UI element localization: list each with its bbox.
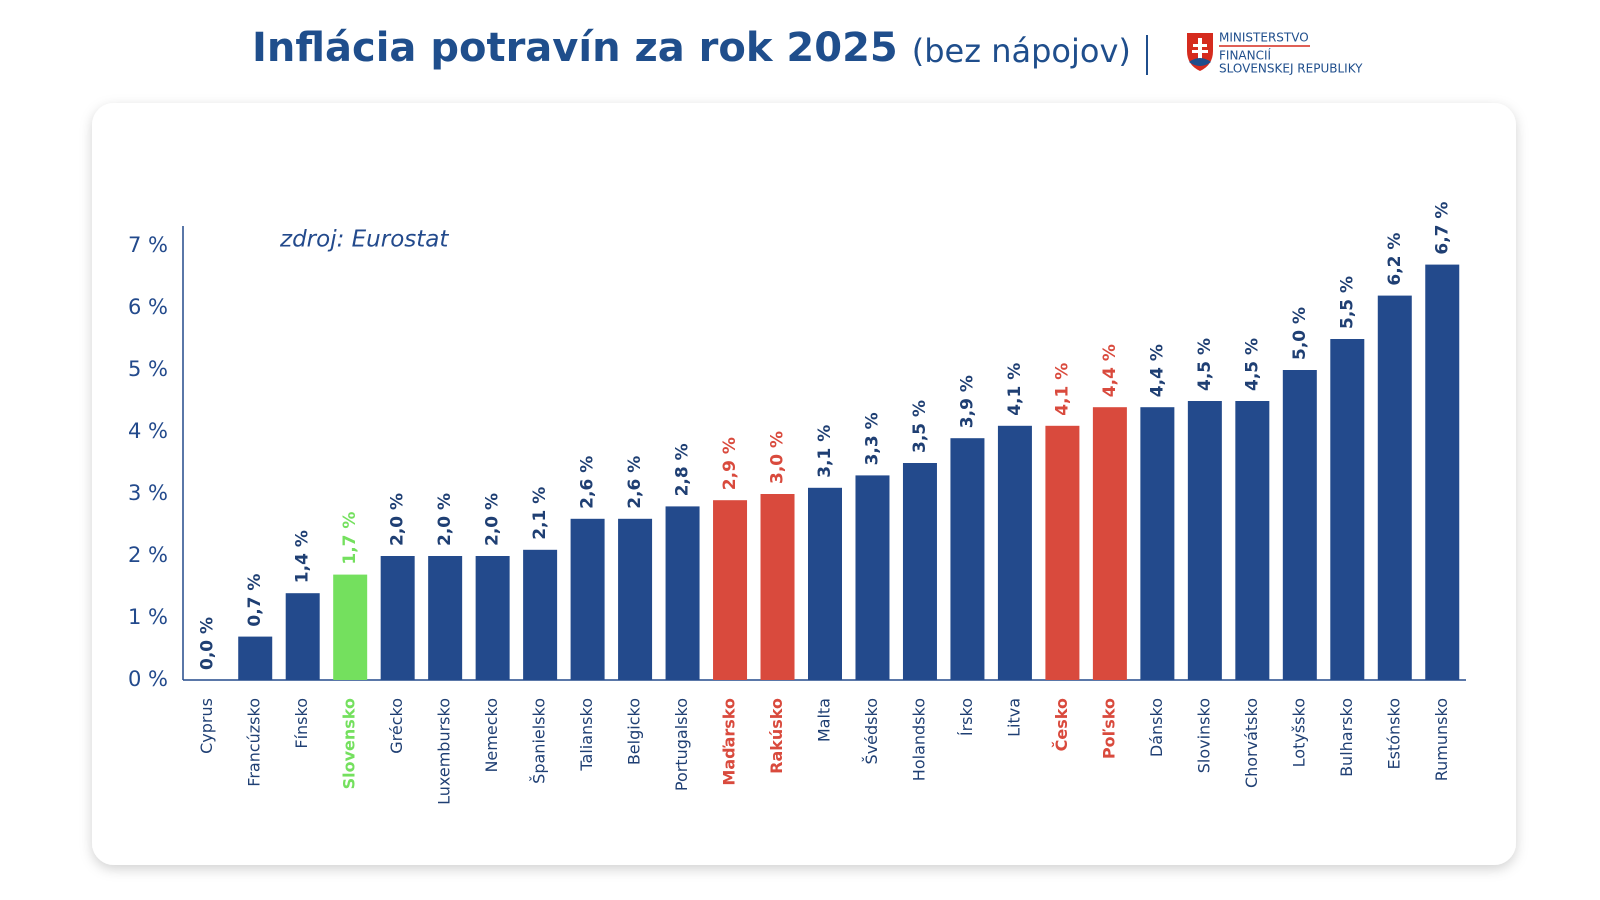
value-label: 3,0 % [768,431,788,484]
x-tick-label: Španielsko [530,698,549,784]
y-tick-label: 6 % [128,295,168,319]
x-tick-label: Rakúsko [767,698,786,774]
bar [1282,370,1317,680]
logo-cross [1192,38,1208,62]
source-note: zdroj: Eurostat [279,227,449,253]
bar [475,556,510,680]
x-tick-label: Írsko [957,698,976,736]
x-tick-label: Belgicko [625,698,644,765]
bar [997,425,1032,680]
y-tick-label: 3 % [128,481,168,505]
bar [1140,407,1175,680]
bar [713,500,748,680]
value-label: 2,8 % [673,443,693,496]
value-label: 2,0 % [388,493,408,546]
value-label: 4,5 % [1195,338,1215,391]
logo-hills [1189,58,1211,66]
x-tick-label: Lotyšsko [1289,698,1308,767]
x-tick-label: Portugalsko [672,698,691,791]
chart-subtitle: (bez nápojov) [912,32,1131,70]
bar [1045,425,1080,680]
value-label: 0,0 % [198,617,218,670]
bar [1425,264,1460,680]
value-label: 2,0 % [483,493,503,546]
bar [1330,339,1365,680]
x-tick-label: Litva [1004,698,1023,737]
value-label: 5,0 % [1290,307,1310,360]
logo-text: MINISTERSTVO [1219,31,1309,45]
bar [523,549,558,680]
x-tick-label: Cyprus [197,698,216,754]
bar [855,475,890,680]
bar [760,494,795,680]
bar [285,593,320,680]
x-tick-label: Slovinsko [1194,698,1213,773]
bar [1377,295,1412,680]
bar [380,556,415,680]
bar [902,463,937,680]
value-label: 6,2 % [1385,233,1405,286]
bar [950,438,985,680]
bar [1235,401,1270,680]
value-label: 4,5 % [1242,338,1262,391]
x-tick-label: Poľsko [1099,698,1118,759]
value-label: 5,5 % [1337,276,1357,329]
x-tick-label: Grécko [387,698,406,754]
x-tick-label: Luxembursko [435,698,454,805]
y-tick-label: 1 % [128,605,168,629]
value-label: 2,1 % [530,487,550,540]
y-tick-label: 2 % [128,543,168,567]
bar [333,574,368,680]
x-tick-label: Estónsko [1384,698,1403,769]
value-label: 4,4 % [1147,344,1167,397]
value-label: 6,7 % [1432,202,1452,255]
bar [570,518,605,680]
x-tick-label: Holandsko [909,698,928,781]
value-label: 2,0 % [435,493,455,546]
value-label: 3,3 % [862,412,882,465]
x-tick-label: Malta [815,698,834,742]
bar [808,487,842,680]
value-label: 3,1 % [815,425,835,478]
bar [1092,407,1127,680]
x-tick-label: Dánsko [1147,698,1166,757]
y-tick-label: 4 % [128,419,168,443]
x-tick-label: Fínsko [292,698,311,749]
value-label: 2,6 % [578,456,598,509]
value-label: 2,9 % [720,437,740,490]
value-label: 3,5 % [910,400,930,453]
value-label: 2,6 % [625,456,645,509]
value-label: 4,1 % [1052,363,1072,416]
y-tick-label: 7 % [128,233,168,257]
bar [1187,401,1222,680]
logo-text: SLOVENSKEJ REPUBLIKY [1219,62,1363,76]
x-tick-label: Maďarsko [720,698,739,786]
value-label: 3,9 % [957,375,977,428]
bar [665,506,700,680]
bar [618,518,653,680]
x-tick-label: Chorvátsko [1242,698,1261,788]
x-tick-label: Švédsko [862,698,881,764]
x-tick-label: Rumunsko [1432,698,1451,781]
value-label: 4,1 % [1005,363,1025,416]
bar [238,636,273,680]
value-label: 1,7 % [340,512,360,565]
x-tick-label: Slovensko [340,698,359,789]
logo: MINISTERSTVO FINANCIÍ SLOVENSKEJ REPUBLI… [1187,31,1363,76]
x-tick-label: Taliansko [577,698,596,772]
x-tick-label: Bulharsko [1337,698,1356,777]
logo-text: FINANCIÍ [1219,48,1272,63]
chart-title: Inflácia potravín za rok 2025 [252,25,898,71]
value-label: 0,7 % [245,574,265,627]
x-tick-label: Česko [1052,698,1071,751]
x-tick-label: Francúzsko [245,698,264,787]
bar [428,556,463,680]
x-tick-label: Nemecko [482,698,501,773]
y-tick-label: 0 % [128,667,168,691]
value-label: 4,4 % [1100,344,1120,397]
y-tick-label: 5 % [128,357,168,381]
value-label: 1,4 % [293,530,313,583]
